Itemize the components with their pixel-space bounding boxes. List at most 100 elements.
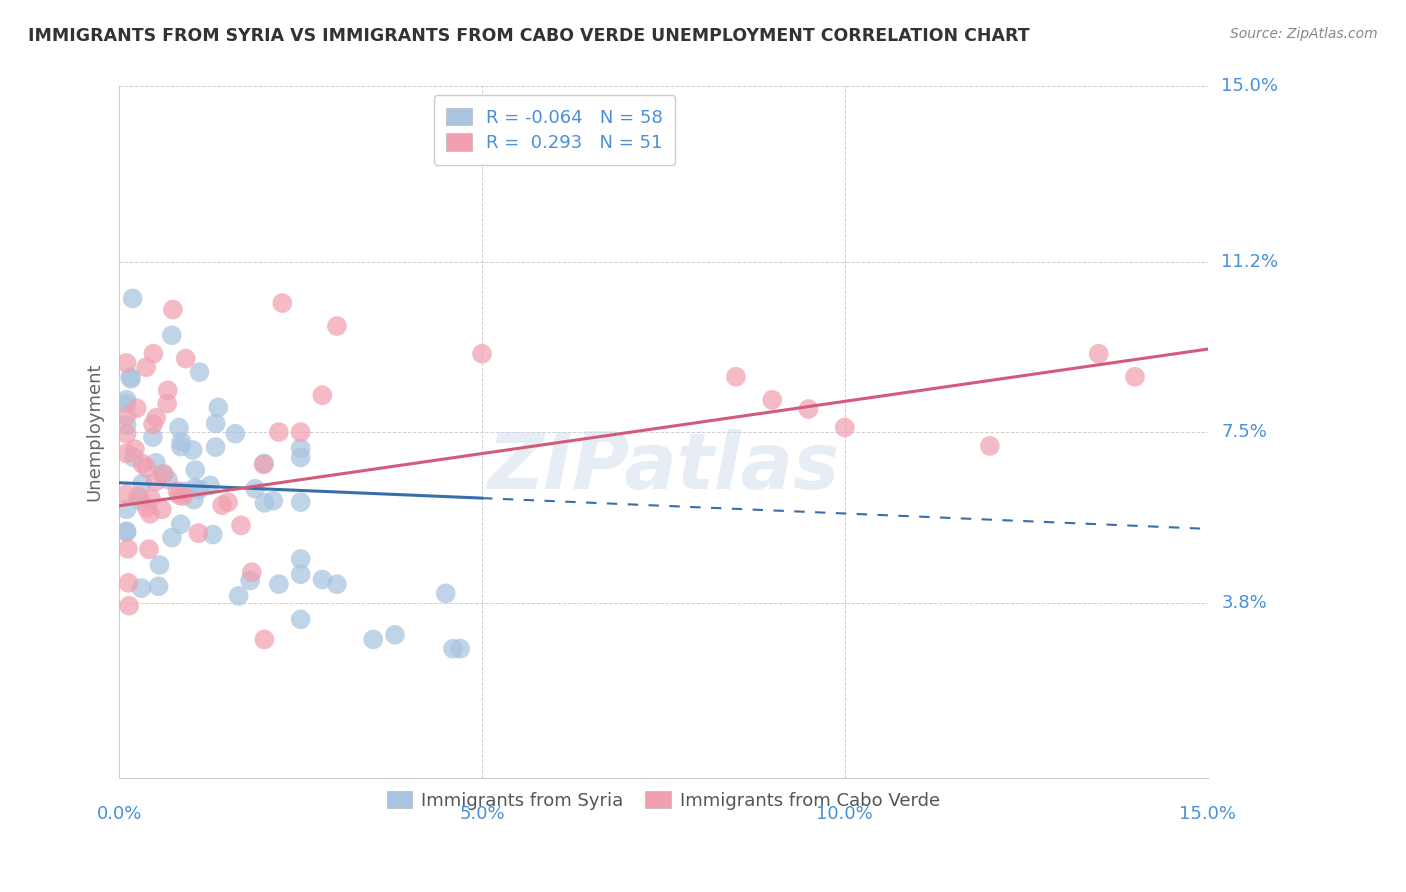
Point (173, 484, 195, 499)
Point (290, 450, 312, 465)
Point (183, 492, 205, 507)
Point (142, 417, 165, 432)
Point (449, 641, 471, 656)
Point (156, 384, 179, 398)
Point (170, 517, 193, 532)
Point (326, 577, 349, 591)
Point (156, 473, 179, 487)
Point (228, 589, 250, 603)
Point (115, 356, 138, 370)
Point (153, 467, 176, 481)
Point (1087, 347, 1109, 361)
Text: 7.5%: 7.5% (1222, 423, 1267, 441)
Legend: Immigrants from Syria, Immigrants from Cabo Verde: Immigrants from Syria, Immigrants from C… (380, 784, 946, 817)
Point (217, 495, 239, 509)
Point (211, 498, 233, 512)
Point (1123, 369, 1146, 384)
Point (125, 401, 148, 416)
Point (290, 442, 312, 456)
Point (170, 434, 193, 449)
Point (262, 493, 284, 508)
Point (135, 360, 157, 375)
Point (152, 467, 174, 481)
Text: 0.0%: 0.0% (97, 805, 142, 823)
Point (224, 426, 246, 441)
Point (120, 372, 142, 386)
Point (138, 542, 160, 557)
Point (290, 495, 312, 509)
Point (145, 410, 167, 425)
Point (979, 439, 1001, 453)
Point (471, 347, 494, 361)
Point (326, 319, 349, 334)
Point (148, 579, 170, 593)
Point (167, 420, 190, 434)
Point (834, 420, 856, 434)
Point (201, 527, 224, 541)
Point (115, 397, 138, 411)
Point (271, 296, 294, 310)
Point (188, 365, 211, 379)
Point (118, 599, 141, 613)
Point (120, 370, 142, 384)
Point (131, 457, 153, 471)
Point (253, 457, 276, 471)
Point (131, 476, 153, 491)
Text: Source: ZipAtlas.com: Source: ZipAtlas.com (1230, 27, 1378, 41)
Point (135, 500, 157, 515)
Point (117, 575, 139, 590)
Point (115, 524, 138, 539)
Point (290, 612, 312, 626)
Point (127, 489, 149, 503)
Point (384, 628, 406, 642)
Point (311, 573, 333, 587)
Point (139, 491, 162, 506)
Point (162, 302, 184, 317)
Point (160, 328, 183, 343)
Point (142, 430, 165, 444)
Point (311, 388, 333, 402)
Point (169, 488, 191, 502)
Point (253, 496, 276, 510)
Point (174, 351, 197, 366)
Text: IMMIGRANTS FROM SYRIA VS IMMIGRANTS FROM CABO VERDE UNEMPLOYMENT CORRELATION CHA: IMMIGRANTS FROM SYRIA VS IMMIGRANTS FROM… (28, 27, 1029, 45)
Point (124, 442, 146, 456)
Text: 11.2%: 11.2% (1222, 252, 1278, 270)
Point (240, 566, 263, 580)
Y-axis label: Unemployment: Unemployment (86, 363, 103, 501)
Point (361, 632, 384, 647)
Point (115, 392, 138, 407)
Point (188, 483, 211, 497)
Text: 15.0%: 15.0% (1222, 78, 1278, 95)
Point (117, 541, 139, 556)
Point (122, 450, 145, 465)
Point (267, 425, 290, 439)
Point (204, 417, 226, 431)
Point (166, 483, 188, 498)
Point (290, 425, 312, 439)
Point (135, 461, 157, 475)
Point (441, 641, 464, 656)
Point (115, 524, 138, 539)
Point (243, 482, 266, 496)
Text: 10.0%: 10.0% (817, 805, 873, 823)
Point (184, 481, 207, 495)
Point (797, 402, 820, 417)
Point (290, 552, 312, 566)
Point (156, 397, 179, 411)
Point (187, 526, 209, 541)
Point (115, 487, 138, 501)
Point (150, 502, 173, 516)
Point (115, 418, 138, 433)
Text: 15.0%: 15.0% (1180, 805, 1236, 823)
Point (145, 475, 167, 489)
Text: ZIPatlas: ZIPatlas (488, 429, 839, 505)
Point (724, 369, 747, 384)
Point (128, 493, 150, 508)
Point (115, 446, 138, 460)
Point (434, 586, 457, 600)
Point (184, 463, 207, 477)
Point (181, 442, 204, 457)
Point (148, 558, 170, 572)
Point (121, 292, 143, 306)
